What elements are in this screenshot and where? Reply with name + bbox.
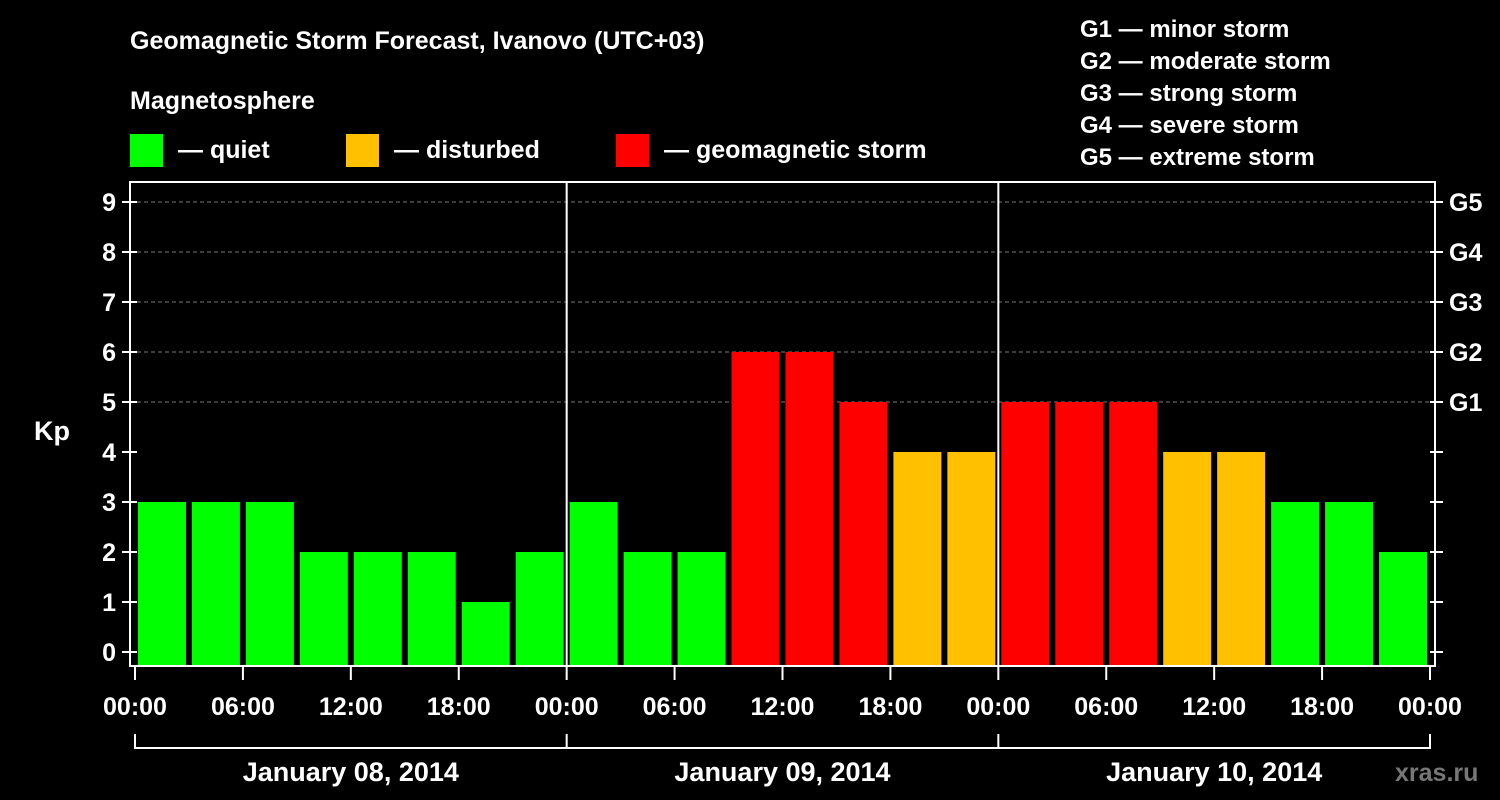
- right-axis: G1 G2 G3 G4 G5: [1430, 189, 1482, 653]
- y-tick-label: 4: [102, 439, 116, 467]
- storm-scale-g1: G1 — minor storm: [1080, 16, 1289, 43]
- watermark: xras.ru: [1395, 759, 1478, 787]
- y-tick-label: 0: [102, 639, 116, 667]
- kp-bar: [353, 552, 402, 666]
- kp-bar: [245, 502, 294, 666]
- storm-scale-g3: G3 — strong storm: [1080, 80, 1297, 107]
- day-labels: January 08, 2014 January 09, 2014 January …: [134, 734, 1431, 787]
- kp-bar: [1055, 402, 1104, 666]
- x-tick-label: 06:00: [1074, 693, 1138, 721]
- storm-scale-legend: G1 — minor storm G2 — moderate storm G3 …: [1080, 16, 1331, 171]
- kp-bar: [1001, 402, 1050, 666]
- legend-label-storm: — geomagnetic storm: [664, 136, 927, 164]
- kp-bar: [407, 552, 456, 666]
- kp-bar: [1379, 552, 1427, 666]
- x-tick-label: 12:00: [1182, 693, 1246, 721]
- day-label: January 09, 2014: [674, 757, 890, 787]
- x-tick-label: 00:00: [966, 693, 1030, 721]
- kp-bar: [893, 452, 942, 666]
- y-tick-label: 5: [102, 389, 116, 417]
- kp-bar: [461, 602, 510, 666]
- kp-bar: [947, 452, 996, 666]
- x-tick-label: 18:00: [427, 693, 491, 721]
- kp-bar: [1163, 452, 1212, 666]
- storm-scale-g2: G2 — moderate storm: [1080, 48, 1331, 75]
- x-tick-label: 00:00: [1398, 693, 1462, 721]
- kp-bar: [515, 552, 564, 666]
- grid-lines: [130, 201, 1435, 403]
- right-tick-label: G3: [1449, 289, 1482, 317]
- x-tick-label: 18:00: [1290, 693, 1354, 721]
- x-axis: 00:00 06:00 12:00 18:00 00:00 06:00 12:00 18:00…: [103, 666, 1462, 721]
- kp-bar: [839, 402, 888, 666]
- x-tick-label: 00:00: [103, 693, 167, 721]
- x-tick-label: 18:00: [858, 693, 922, 721]
- kp-bar: [1325, 502, 1374, 666]
- storm-scale-g5: G5 — extreme storm: [1080, 144, 1315, 171]
- x-tick-label: 12:00: [319, 693, 383, 721]
- y-tick-label: 9: [102, 189, 116, 217]
- y-axis-label: Kp: [34, 416, 70, 446]
- y-tick-label: 6: [102, 339, 116, 367]
- y-tick-label: 8: [102, 239, 116, 267]
- plot-frame: [129, 181, 1436, 667]
- day-label: January 08, 2014: [243, 757, 459, 787]
- kp-bar: [1109, 402, 1158, 666]
- right-tick-label: G4: [1449, 239, 1482, 267]
- y-tick-label: 2: [102, 539, 116, 567]
- legend-heading: Magnetosphere: [130, 87, 315, 115]
- x-tick-label: 00:00: [535, 693, 599, 721]
- legend: — quiet — disturbed — geomagnetic storm: [130, 134, 927, 167]
- right-tick-label: G5: [1449, 189, 1482, 217]
- day-label: January 10, 2014: [1106, 757, 1322, 787]
- legend-swatch-quiet: [130, 134, 163, 167]
- kp-bar: [623, 552, 672, 666]
- left-axis: 0 1 2 3 4 5 6 7 8 9: [102, 189, 137, 667]
- kp-bar: [191, 502, 240, 666]
- x-tick-label: 06:00: [211, 693, 275, 721]
- right-tick-label: G1: [1449, 389, 1482, 417]
- chart-title: Geomagnetic Storm Forecast, Ivanovo (UTC…: [130, 27, 704, 55]
- kp-bar: [138, 502, 186, 666]
- kp-bar: [1271, 502, 1320, 666]
- kp-bar: [731, 352, 780, 666]
- y-tick-label: 7: [102, 289, 116, 317]
- x-tick-label: 06:00: [643, 693, 707, 721]
- bars: [138, 352, 1427, 666]
- kp-bar: [1217, 452, 1266, 666]
- day-dividers: [565, 182, 1000, 666]
- kp-bar: [677, 552, 726, 666]
- storm-scale-g4: G4 — severe storm: [1080, 112, 1299, 139]
- y-tick-label: 3: [102, 489, 116, 517]
- kp-bar: [569, 502, 618, 666]
- legend-label-disturbed: — disturbed: [394, 136, 540, 164]
- legend-label-quiet: — quiet: [178, 136, 270, 164]
- y-tick-label: 1: [102, 589, 116, 617]
- kp-bar: [785, 352, 834, 666]
- legend-swatch-storm: [616, 134, 649, 167]
- x-tick-label: 12:00: [751, 693, 815, 721]
- legend-swatch-disturbed: [346, 134, 379, 167]
- kp-bar: [299, 552, 348, 666]
- right-tick-label: G2: [1449, 339, 1482, 367]
